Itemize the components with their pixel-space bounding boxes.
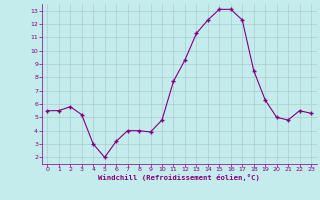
X-axis label: Windchill (Refroidissement éolien,°C): Windchill (Refroidissement éolien,°C) [98, 174, 260, 181]
